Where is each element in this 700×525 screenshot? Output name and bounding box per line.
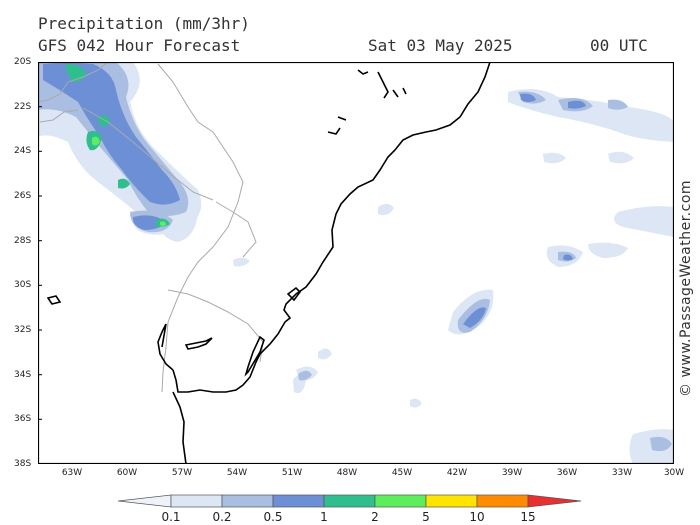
legend-swatch <box>272 494 325 508</box>
lon-label: 36W <box>556 468 578 478</box>
forecast-time: 00 UTC <box>590 36 648 55</box>
lat-label: 34S <box>14 370 32 380</box>
credit-text: © www.PassageWeather.com <box>678 179 694 397</box>
country-borders <box>38 62 264 393</box>
legend-label: 0.5 <box>263 510 283 524</box>
lon-label: 51W <box>281 468 303 478</box>
color-scale-legend <box>118 494 582 508</box>
lon-label: 45W <box>391 468 413 478</box>
lon-label: 60W <box>116 468 138 478</box>
legend-swatch <box>170 494 223 508</box>
legend-label: 1 <box>320 510 328 524</box>
legend-label: 0.2 <box>212 510 232 524</box>
lat-label: 28S <box>14 236 32 246</box>
legend-label: 10 <box>469 510 485 524</box>
legend-label: 15 <box>520 510 536 524</box>
precipitation-map[interactable] <box>38 62 674 464</box>
lat-label: 30S <box>14 280 32 290</box>
legend-swatch <box>476 494 529 508</box>
legend-swatch <box>425 494 478 508</box>
lon-label: 57W <box>171 468 193 478</box>
coastline <box>46 62 491 464</box>
legend-label: 2 <box>371 510 379 524</box>
lon-label: 63W <box>61 468 83 478</box>
lat-label: 32S <box>14 325 32 335</box>
lon-label: 39W <box>501 468 523 478</box>
legend-swatch-over <box>527 494 582 508</box>
precip-layer-blue <box>43 63 586 328</box>
legend-label: 5 <box>422 510 430 524</box>
legend-swatch <box>323 494 376 508</box>
forecast-date: Sat 03 May 2025 <box>368 36 513 55</box>
lat-label: 26S <box>14 191 32 201</box>
model-label: GFS 042 Hour Forecast <box>38 36 241 55</box>
legend-swatch <box>374 494 427 508</box>
lat-label: 38S <box>14 459 32 469</box>
legend-label: 0.1 <box>161 510 181 524</box>
legend-swatch-under <box>118 494 172 508</box>
lat-label: 36S <box>14 414 32 424</box>
lon-label: 42W <box>446 468 468 478</box>
lat-label: 24S <box>14 146 32 156</box>
lat-label: 22S <box>14 102 32 112</box>
lon-label: 54W <box>226 468 248 478</box>
lon-label: 48W <box>336 468 358 478</box>
legend-swatch <box>221 494 274 508</box>
map-frame <box>38 62 674 464</box>
lon-label: 33W <box>611 468 633 478</box>
chart-title: Precipitation (mm/3hr) <box>38 14 250 33</box>
lat-label: 20S <box>14 57 32 67</box>
lon-label: 30W <box>663 468 685 478</box>
precip-layer-green <box>92 136 166 226</box>
